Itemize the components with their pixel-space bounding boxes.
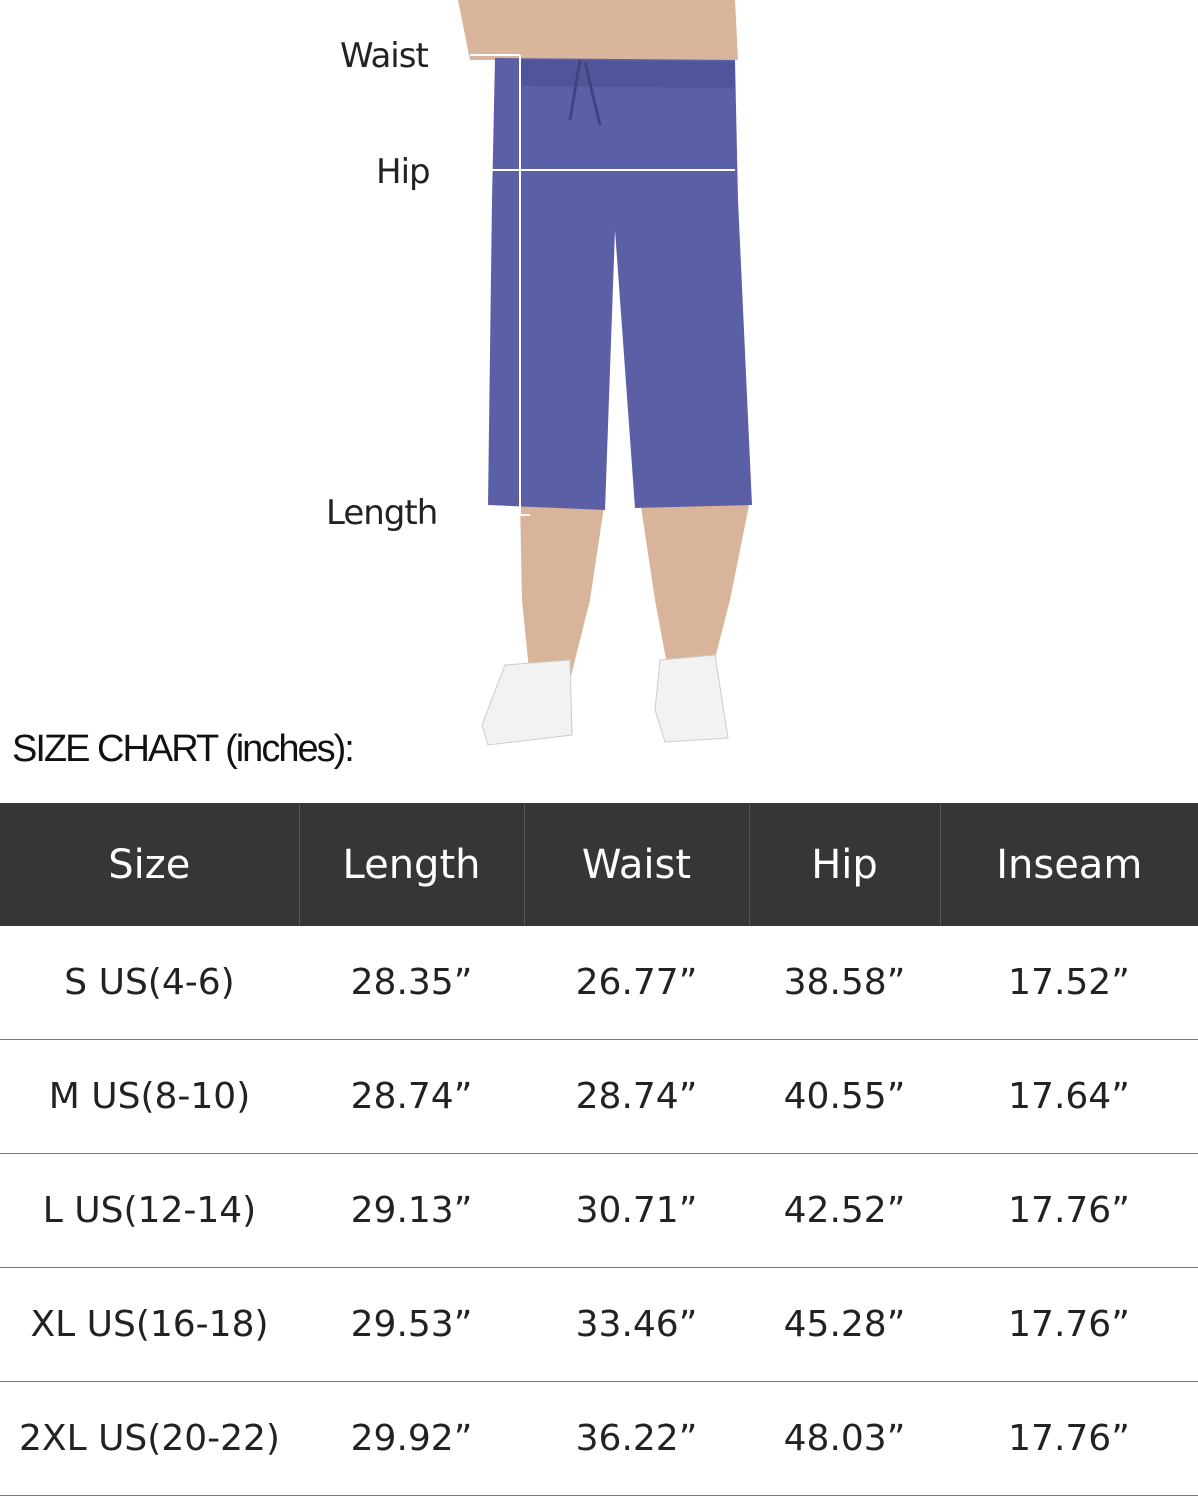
- cell-inseam: 17.76”: [940, 1153, 1198, 1268]
- waist-label: Waist: [340, 36, 429, 76]
- table-row: M US(8-10) 28.74” 28.74” 40.55” 17.64”: [0, 1039, 1198, 1154]
- cell-inseam: 17.64”: [940, 1039, 1198, 1154]
- product-figure: Waist Hip Length: [326, 0, 752, 746]
- cell-length: 29.53”: [299, 1267, 524, 1382]
- table-row: XL US(16-18) 29.53” 33.46” 45.28” 17.76”: [0, 1267, 1198, 1382]
- cell-length: 29.13”: [299, 1153, 524, 1268]
- cell-waist: 33.46”: [524, 1267, 749, 1382]
- cell-inseam: 17.76”: [940, 1267, 1198, 1382]
- cell-waist: 26.77”: [524, 926, 749, 1040]
- table-row: 2XL US(20-22) 29.92” 36.22” 48.03” 17.76”: [0, 1381, 1198, 1496]
- cell-hip: 48.03”: [749, 1381, 940, 1496]
- cell-length: 29.92”: [299, 1381, 524, 1496]
- header-waist: Waist: [523, 803, 749, 926]
- cell-size: M US(8-10): [0, 1039, 299, 1154]
- cell-size: S US(4-6): [0, 926, 299, 1040]
- cell-hip: 42.52”: [749, 1153, 940, 1268]
- cell-size: 2XL US(20-22): [0, 1381, 299, 1496]
- cell-waist: 28.74”: [524, 1039, 749, 1154]
- table-header-row: Size Length Waist Hip Inseam: [0, 803, 1198, 926]
- size-table: Size Length Waist Hip Inseam S US(4-6) 28…: [0, 803, 1198, 1496]
- cell-inseam: 17.52”: [940, 926, 1198, 1040]
- pants-illustration: [458, 0, 752, 746]
- cell-hip: 45.28”: [749, 1267, 940, 1382]
- cell-length: 28.74”: [299, 1039, 524, 1154]
- cell-hip: 40.55”: [749, 1039, 940, 1154]
- table-row: L US(12-14) 29.13” 30.71” 42.52” 17.76”: [0, 1153, 1198, 1268]
- cell-length: 28.35”: [299, 926, 524, 1040]
- cell-inseam: 17.76”: [940, 1381, 1198, 1496]
- cell-size: L US(12-14): [0, 1153, 299, 1268]
- length-label: Length: [326, 493, 438, 533]
- header-inseam: Inseam: [939, 803, 1198, 926]
- hip-label: Hip: [376, 152, 431, 192]
- cell-waist: 30.71”: [524, 1153, 749, 1268]
- header-length: Length: [298, 803, 524, 926]
- cell-size: XL US(16-18): [0, 1267, 299, 1382]
- size-chart-title: SIZE CHART (inches):: [12, 728, 355, 770]
- table-row: S US(4-6) 28.35” 26.77” 38.58” 17.52”: [0, 926, 1198, 1040]
- cell-hip: 38.58”: [749, 926, 940, 1040]
- header-hip: Hip: [748, 803, 940, 926]
- cell-waist: 36.22”: [524, 1381, 749, 1496]
- header-size: Size: [0, 803, 299, 926]
